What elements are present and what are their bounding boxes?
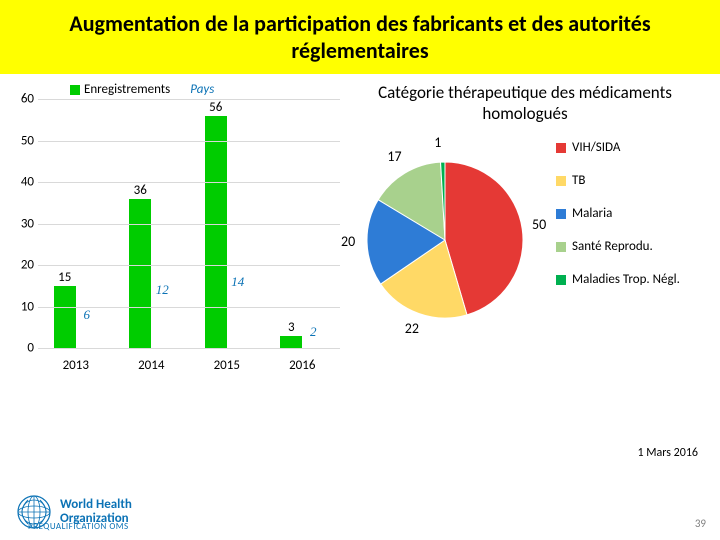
pie-value-label: 20 <box>341 233 355 250</box>
bar-enregistrements: 56 <box>205 116 227 348</box>
legend-label: Enregistrements <box>84 82 170 97</box>
gridline <box>38 307 340 308</box>
y-axis-label: 20 <box>12 258 34 273</box>
slide-title: Augmentation de la participation des fab… <box>20 10 700 64</box>
bar-chart: 1563612561432 0102030405060 201320142015… <box>10 99 340 379</box>
pie-value-label: 17 <box>387 148 401 165</box>
title-banner: Augmentation de la participation des fab… <box>0 0 720 74</box>
pie-wrap: 50 22 20 17 1 VIH/SIDA TB Malaria Santé Reprodu… <box>340 130 710 340</box>
pie-legend-label: Malaria <box>572 206 612 221</box>
content-area: Enregistrements Pays 1563612561432 01020… <box>0 74 720 379</box>
bar-value-label: 2 <box>310 324 317 340</box>
bar-value-label: 15 <box>58 270 71 285</box>
legend-swatch <box>556 176 566 186</box>
date-stamp: 1 Mars 2016 <box>637 446 698 460</box>
pie-legend-label: VIH/SIDA <box>572 140 620 155</box>
pie-chart-title: Catégorie thérapeutique des médicaments … <box>340 82 710 124</box>
bar-pays: 2 <box>302 340 324 348</box>
y-axis-label: 10 <box>12 299 34 314</box>
bar-value-label: 36 <box>134 183 147 198</box>
bar-value-label: 56 <box>209 100 222 115</box>
gridline <box>38 99 340 100</box>
bar-enregistrements: 36 <box>129 199 151 348</box>
y-axis-label: 50 <box>12 133 34 148</box>
pie-chart-legend: VIH/SIDA TB Malaria Santé Reprodu. Maladies … <box>550 130 680 305</box>
pie-chart <box>340 130 550 340</box>
bar-value-label: 14 <box>231 274 244 290</box>
bar-chart-legend: Enregistrements Pays <box>10 82 340 97</box>
pie-legend-label: Santé Reprodu. <box>572 239 653 254</box>
gridline <box>38 141 340 142</box>
pie-legend-item: Santé Reprodu. <box>556 239 680 254</box>
x-axis-label: 2014 <box>114 358 190 373</box>
slide-number: 39 <box>695 517 706 530</box>
x-axis-label: 2013 <box>38 358 114 373</box>
bar-value-label: 3 <box>288 320 295 335</box>
pie-value-label: 22 <box>405 320 419 337</box>
y-axis-label: 30 <box>12 216 34 231</box>
pie-legend-item: Malaria <box>556 206 680 221</box>
gridline <box>38 224 340 225</box>
bar-plot-area: 1563612561432 0102030405060 <box>38 99 340 349</box>
footer-subtitle: PREQUALIFICATION OMS <box>28 521 129 532</box>
pie-legend-item: VIH/SIDA <box>556 140 680 155</box>
gridline <box>38 182 340 183</box>
x-axis-labels: 2013201420152016 <box>38 358 340 373</box>
bar-enregistrements: 15 <box>54 286 76 348</box>
bar-value-label: 12 <box>156 282 169 298</box>
pie-legend-item: Maladies Trop. Négl. <box>556 272 680 287</box>
bar-value-label: 6 <box>84 307 91 323</box>
pie-value-label: 50 <box>532 216 546 233</box>
y-axis-label: 0 <box>12 341 34 356</box>
x-axis-label: 2015 <box>189 358 265 373</box>
legend-item-pays: Pays <box>190 82 214 97</box>
bar-enregistrements: 3 <box>280 336 302 348</box>
legend-swatch <box>556 242 566 252</box>
legend-swatch <box>70 85 80 95</box>
pie-svg-wrap: 50 22 20 17 1 <box>340 130 550 340</box>
pie-value-label: 1 <box>434 134 441 151</box>
pie-legend-label: Maladies Trop. Négl. <box>572 272 680 287</box>
legend-item-enregistrements: Enregistrements <box>70 82 170 97</box>
x-axis-label: 2016 <box>265 358 341 373</box>
y-axis-label: 40 <box>12 175 34 190</box>
y-axis-label: 60 <box>12 92 34 107</box>
gridline <box>38 348 340 349</box>
bar-pays: 14 <box>227 290 249 348</box>
pie-chart-panel: Catégorie thérapeutique des médicaments … <box>340 82 710 379</box>
legend-swatch <box>556 143 566 153</box>
legend-swatch <box>556 275 566 285</box>
bar-chart-panel: Enregistrements Pays 1563612561432 01020… <box>10 82 340 379</box>
bar-pays: 6 <box>76 323 98 348</box>
legend-swatch <box>556 209 566 219</box>
pie-legend-label: TB <box>572 173 585 188</box>
gridline <box>38 265 340 266</box>
legend-label: Pays <box>190 82 214 97</box>
pie-legend-item: TB <box>556 173 680 188</box>
